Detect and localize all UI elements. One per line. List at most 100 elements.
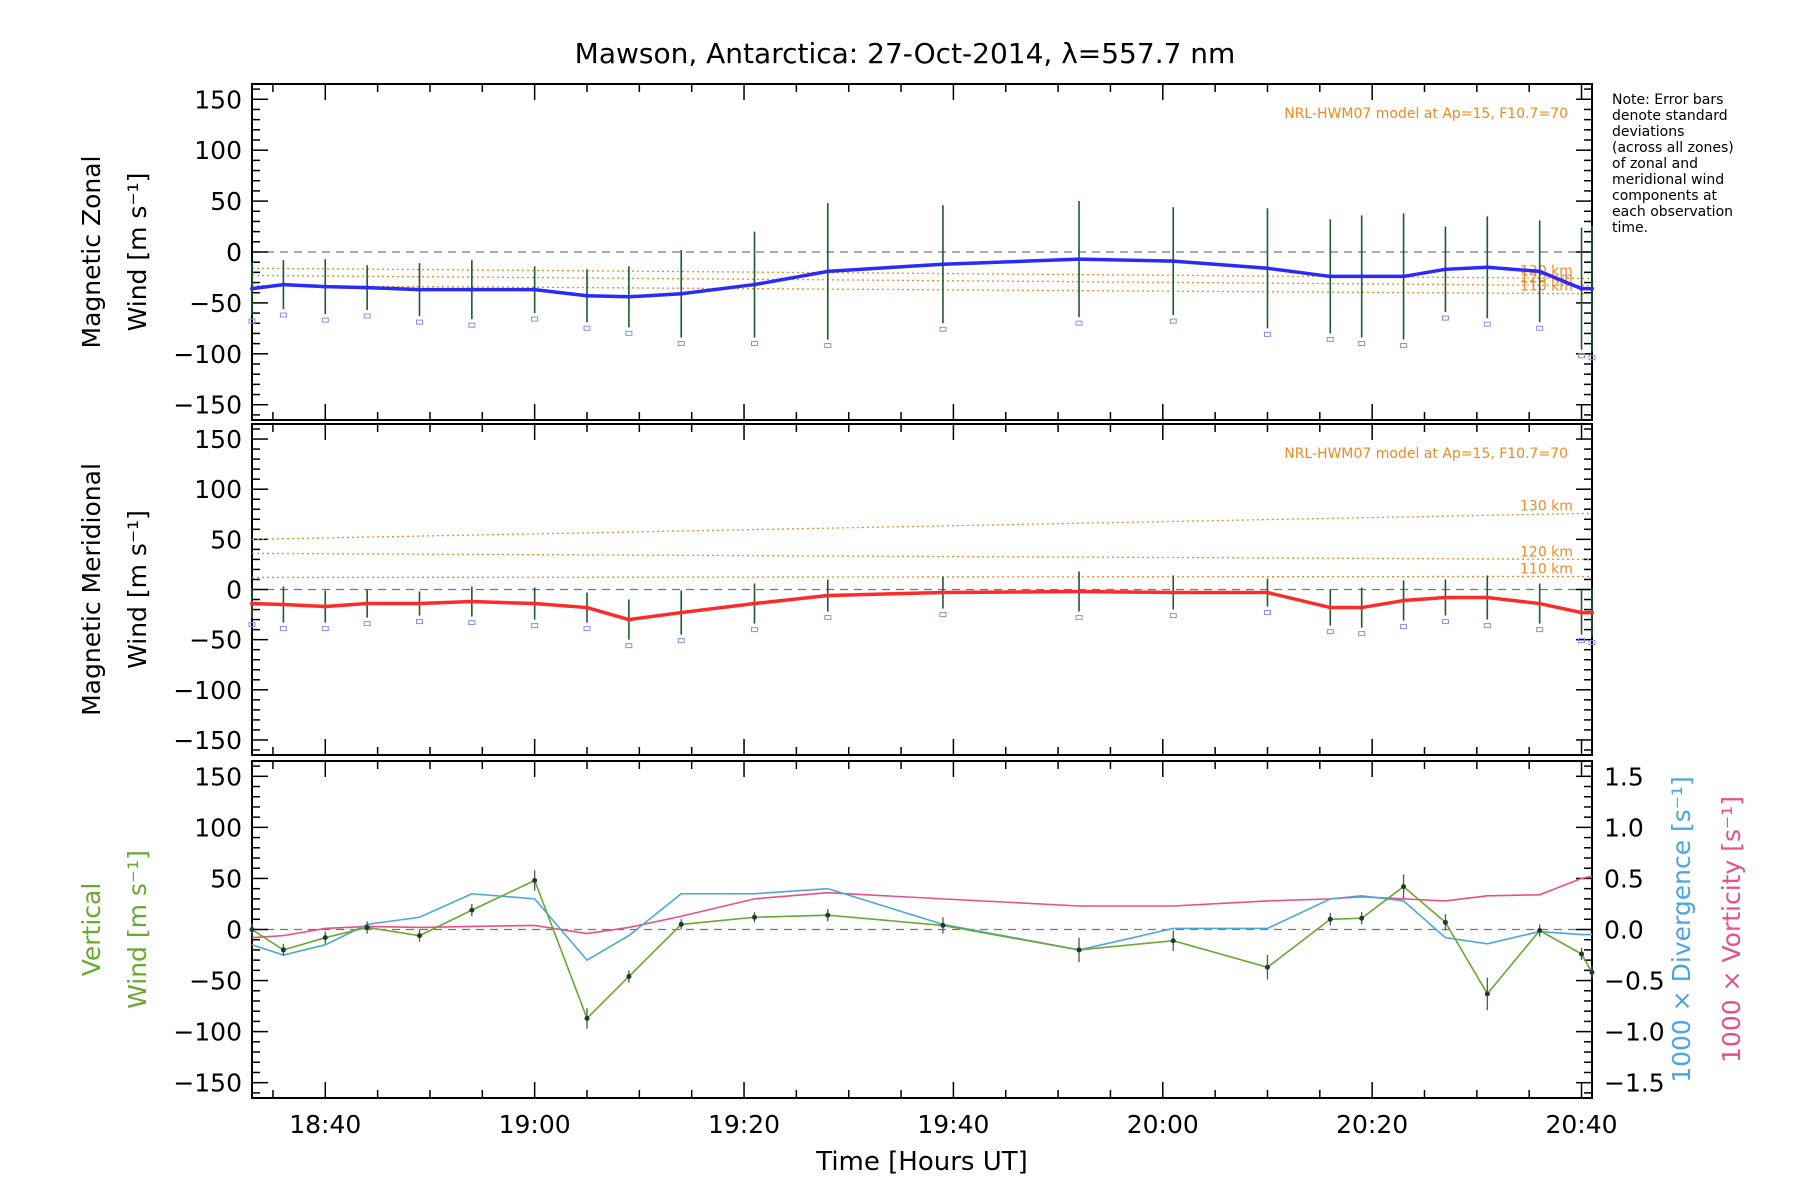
y-tick-label: −50 [189, 289, 242, 318]
model-line [251, 575, 1593, 579]
y-tick-label: 0 [226, 916, 242, 945]
zone-sample-marker [363, 621, 371, 627]
vertical-wind-panel: 150 100 50 0 −50 −100 −150 Vertical Wind [m s⁻¹]… [77, 760, 1746, 1177]
zone-sample-marker [625, 643, 633, 649]
zone-sample-marker [279, 626, 287, 632]
y-tick-label: 100 [194, 475, 242, 504]
data-point [626, 973, 632, 979]
zone-sample-marker [1578, 353, 1586, 359]
data-point [679, 291, 684, 296]
data-point [280, 947, 286, 953]
data-point [323, 604, 328, 609]
y-tick-label: −50 [189, 626, 242, 655]
data-point [1537, 269, 1542, 274]
y-axis-label: Wind [m s⁻¹] [123, 850, 152, 1009]
data-point [365, 285, 370, 290]
zone-sample-marker [416, 319, 423, 325]
zone-sample-marker [677, 341, 685, 347]
zone-sample-marker [1169, 613, 1177, 619]
zone-sample-marker [1358, 341, 1366, 347]
x-tick-label: 19:20 [708, 1110, 780, 1139]
zone-sample-marker [751, 341, 758, 347]
zone-sample-marker [1536, 325, 1544, 331]
note-line: components at [1612, 188, 1718, 204]
data-point [825, 269, 830, 274]
data-point [1264, 964, 1270, 970]
model-line-label: 130 km [1520, 263, 1573, 279]
zone-sample-marker [1400, 343, 1408, 349]
model-line [251, 552, 1593, 561]
data-point [1328, 274, 1333, 279]
model-line-label: 120 km [1520, 544, 1573, 560]
zonal-wind-panel: 150 100 50 0 −50 −100 −150 Magnetic Zonal Wind [… [77, 83, 1596, 421]
data-point [940, 922, 946, 928]
x-axis-label: Time [Hours UT] [815, 1147, 1028, 1177]
data-point [1359, 605, 1364, 610]
zone-sample-marker [1326, 629, 1334, 635]
zone-sample-marker [1169, 318, 1177, 324]
data-point [1359, 915, 1365, 921]
y2-tick-label: −1.0 [1604, 1018, 1665, 1047]
data-point [940, 262, 945, 267]
y-tick-label: 0 [226, 576, 242, 605]
chart-title: Mawson, Antarctica: 27-Oct-2014, λ=557.7… [575, 37, 1236, 70]
data-point [585, 605, 589, 610]
y-tick-label: −150 [173, 1069, 242, 1098]
data-point [1537, 601, 1542, 606]
data-point [1401, 274, 1406, 279]
y2-tick-label: 1.0 [1604, 813, 1644, 842]
y2-tick-label: 1.5 [1604, 762, 1644, 791]
data-point [250, 286, 254, 291]
y-axis-label: Wind [m s⁻¹] [123, 173, 152, 332]
y-tick-label: −50 [189, 967, 242, 996]
zone-sample-marker [1483, 623, 1491, 629]
zone-sample-marker [939, 326, 947, 332]
data-point [1579, 610, 1584, 615]
note-line: each observation [1612, 204, 1733, 220]
model-line-label: 110 km [1520, 279, 1573, 295]
zone-sample-marker [468, 620, 476, 626]
y-axis-label: Wind [m s⁻¹] [123, 510, 152, 669]
model-line [251, 284, 1593, 295]
zone-sample-marker [1588, 355, 1596, 361]
data-point [365, 601, 370, 606]
data-point [1579, 286, 1584, 291]
x-tick-label: 20:20 [1336, 1110, 1408, 1139]
zone-sample-marker [279, 312, 287, 318]
data-point [281, 282, 286, 287]
data-point [1076, 947, 1082, 953]
divergence-line [251, 887, 1592, 962]
data-point [1170, 938, 1176, 944]
zone-sample-marker [531, 316, 539, 322]
zone-sample-marker [416, 619, 423, 625]
zone-sample-marker [677, 638, 685, 644]
y-tick-label: −100 [173, 676, 242, 705]
data-point [752, 914, 757, 920]
y2-tick-label: 0.0 [1604, 916, 1644, 945]
meridional-wind-panel: 150 100 50 0 −50 −100 −150 Magnetic Meridional W… [77, 423, 1596, 756]
note-line: denote standard [1612, 108, 1728, 124]
zonal-wind-line [251, 257, 1592, 299]
model-line [251, 274, 1593, 287]
y-tick-label: 100 [194, 136, 242, 165]
y-tick-label: 0 [226, 238, 242, 267]
data-point [1401, 884, 1407, 890]
data-point [626, 294, 631, 299]
data-point [364, 924, 370, 930]
zone-sample-marker [1400, 624, 1408, 630]
zone-sample-marker [1263, 610, 1271, 616]
data-point [281, 602, 286, 607]
y-axis-label: Magnetic Meridional [77, 463, 106, 716]
y-tick-label: 50 [210, 187, 242, 216]
zone-sample-marker [468, 322, 476, 328]
y-tick-label: −100 [173, 1018, 242, 1047]
data-point [1484, 991, 1490, 997]
zone-sample-marker [1441, 619, 1449, 625]
y-tick-label: 50 [210, 525, 242, 554]
data-point [1265, 590, 1270, 595]
y2-tick-label: −1.5 [1604, 1069, 1665, 1098]
data-point [249, 927, 255, 932]
data-point [585, 293, 589, 298]
data-point [417, 601, 422, 606]
